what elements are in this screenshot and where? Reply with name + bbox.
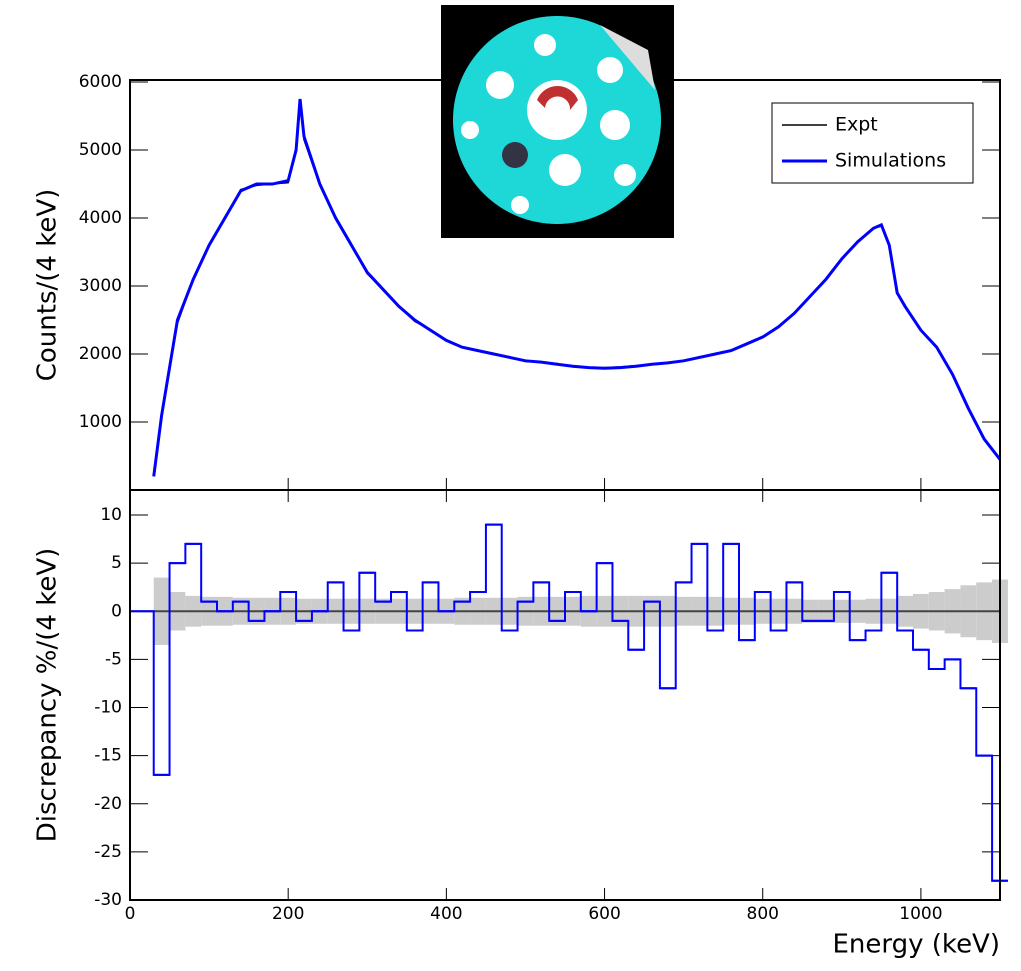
y-tick-label: -25 xyxy=(94,842,122,862)
y-tick-label: 2000 xyxy=(79,344,122,364)
detector-hole xyxy=(511,196,529,214)
series-line xyxy=(152,98,1002,477)
detector-hole xyxy=(486,71,514,99)
plot-layer: 100020003000400050006000ExptSimulations1… xyxy=(79,72,1008,924)
detector-hole xyxy=(600,110,630,140)
y-tick-label: 4000 xyxy=(79,208,122,228)
legend-box xyxy=(771,102,974,184)
y-tick-label: 5000 xyxy=(79,140,122,160)
plot-frame xyxy=(129,489,1001,901)
detector-hole xyxy=(614,164,636,186)
detector-hole xyxy=(597,57,623,83)
x-tick-label: 0 xyxy=(125,904,136,924)
detector-hole xyxy=(461,121,479,139)
y-tick-label: -20 xyxy=(94,794,122,814)
x-tick-label: 400 xyxy=(430,904,462,924)
y-tick-label: 6000 xyxy=(79,72,122,92)
y-tick-label: 5 xyxy=(111,553,122,573)
y-tick-label: 10 xyxy=(100,505,122,525)
x-tick-label: 1000 xyxy=(899,904,942,924)
y-axis-title: Discrepancy %/(4 keV) xyxy=(33,548,63,843)
step-connector xyxy=(130,523,1008,882)
y-axis-title: Counts/(4 keV) xyxy=(33,189,63,382)
y-tick-label: -10 xyxy=(94,698,122,718)
x-axis-title: Energy (keV) xyxy=(833,930,1001,960)
detector-cap xyxy=(600,25,655,90)
detector-hole xyxy=(502,142,528,168)
y-tick-label: 0 xyxy=(111,601,122,621)
detector-inset xyxy=(441,5,674,238)
detector-hole xyxy=(549,154,581,186)
y-tick-label: -5 xyxy=(105,649,122,669)
y-tick-label: -15 xyxy=(94,746,122,766)
x-tick-label: 200 xyxy=(272,904,304,924)
legend-label: Simulations xyxy=(835,150,946,172)
detector-hole xyxy=(534,34,556,56)
y-tick-label: 1000 xyxy=(79,412,122,432)
detector-core xyxy=(537,85,578,110)
legend-label: Expt xyxy=(835,114,878,136)
x-tick-label: 600 xyxy=(588,904,620,924)
y-tick-label: 3000 xyxy=(79,276,122,296)
x-tick-label: 800 xyxy=(747,904,779,924)
y-tick-label: -30 xyxy=(94,890,122,910)
